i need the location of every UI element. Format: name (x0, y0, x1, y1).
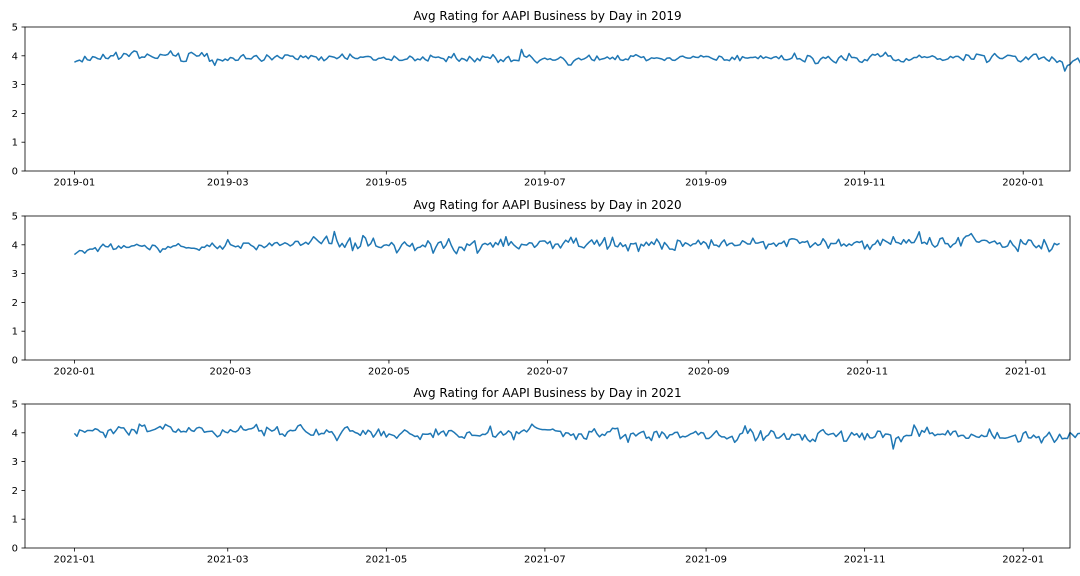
y-tick-label: 1 (12, 138, 18, 149)
y-tick-label: 5 (12, 23, 18, 34)
series-line (73, 423, 1080, 450)
x-tick-label: 2019-07 (524, 178, 566, 189)
x-tick-label: 2020-05 (368, 367, 410, 378)
y-tick-label: 5 (12, 400, 18, 411)
x-tick-label: 2021-07 (524, 555, 566, 566)
x-tick-label: 2020-07 (527, 367, 569, 378)
axes-frame (24, 403, 1071, 549)
x-tick-label: 2021-05 (365, 555, 407, 566)
y-tick-label: 0 (12, 356, 18, 367)
y-tick-label: 2 (12, 298, 18, 309)
chart-panel-0: Avg Rating for AAPI Business by Day in 2… (12, 9, 1080, 189)
x-tick-label: 2019-03 (207, 178, 249, 189)
x-tick-label: 2021-09 (685, 555, 727, 566)
x-tick-label: 2020-09 (688, 367, 730, 378)
y-tick-label: 1 (12, 327, 18, 338)
y-tick-label: 5 (12, 212, 18, 223)
x-tick-label: 2020-01 (53, 367, 95, 378)
y-tick-label: 4 (12, 428, 18, 439)
chart-panel-2: Avg Rating for AAPI Business by Day in 2… (12, 386, 1080, 566)
x-tick-label: 2021-03 (207, 555, 249, 566)
y-tick-label: 3 (12, 80, 18, 91)
y-tick-label: 0 (12, 167, 18, 178)
y-tick-label: 3 (12, 457, 18, 468)
x-tick-label: 2019-09 (685, 178, 727, 189)
x-tick-label: 2020-11 (846, 367, 888, 378)
y-tick-label: 2 (12, 486, 18, 497)
x-tick-label: 2019-05 (365, 178, 407, 189)
y-tick-label: 4 (12, 51, 18, 62)
series-line (73, 230, 1060, 256)
x-tick-label: 2020-03 (209, 367, 251, 378)
chart-title: Avg Rating for AAPI Business by Day in 2… (413, 386, 681, 400)
axes-frame (24, 26, 1071, 172)
x-tick-label: 2022-01 (1002, 555, 1044, 566)
x-tick-label: 2020-01 (1002, 178, 1044, 189)
x-tick-label: 2019-11 (844, 178, 886, 189)
y-tick-label: 3 (12, 269, 18, 280)
chart-panel-1: Avg Rating for AAPI Business by Day in 2… (12, 198, 1071, 378)
y-tick-label: 0 (12, 544, 18, 555)
series-line (74, 48, 1080, 72)
x-tick-label: 2021-01 (53, 555, 95, 566)
x-tick-label: 2021-01 (1005, 367, 1047, 378)
y-tick-label: 4 (12, 240, 18, 251)
chart-title: Avg Rating for AAPI Business by Day in 2… (413, 198, 681, 212)
axes-frame (24, 215, 1071, 361)
y-tick-label: 2 (12, 109, 18, 120)
x-tick-label: 2021-11 (844, 555, 886, 566)
y-tick-label: 1 (12, 515, 18, 526)
x-tick-label: 2019-01 (53, 178, 95, 189)
chart-title: Avg Rating for AAPI Business by Day in 2… (413, 9, 681, 23)
